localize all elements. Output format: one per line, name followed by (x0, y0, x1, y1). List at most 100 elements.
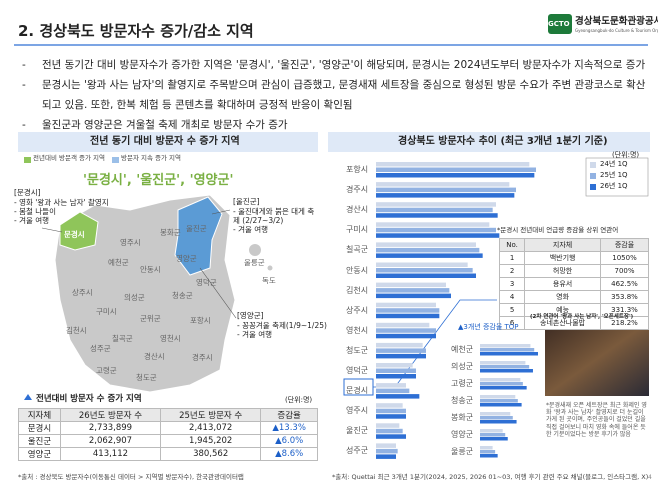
logo-icon (548, 14, 572, 34)
category-label: 울릉군 (451, 447, 474, 456)
table-row: 울진군 2,062,907 1,945,202 ▲6.0% (18, 434, 318, 448)
legend-label: 전년대비 방문객 증가 지역 (33, 154, 105, 162)
table-cell: 1,945,202 (160, 434, 262, 448)
table-row: 5 예능 331.3% (498, 303, 650, 317)
bar (376, 353, 426, 359)
bar (480, 454, 498, 458)
category-label: 경주시 (346, 185, 369, 195)
category-label: 안동시 (346, 265, 369, 275)
map-label: 군위군 (140, 314, 161, 323)
bar (376, 308, 440, 313)
legend-box (585, 157, 649, 197)
category-label: 청송군 (451, 396, 474, 405)
callout-item: - 겨울 여행 (233, 225, 269, 234)
map-label: 상주시 (72, 288, 93, 297)
bar (376, 247, 480, 253)
map-uljin-yeongyang (174, 196, 223, 276)
bar (480, 369, 533, 373)
table-header: 증감율 (260, 408, 318, 422)
map-label: 김천시 (66, 326, 87, 335)
bar (376, 443, 396, 448)
callout-title: [영양군] (237, 311, 264, 320)
table-icon (24, 394, 32, 400)
legend-label: 24년 1Q (600, 160, 628, 168)
map-ulleung (249, 244, 261, 256)
bar (480, 412, 511, 416)
category-label: 포항시 (346, 165, 369, 174)
category-label: 상주시 (346, 305, 369, 315)
right-header-bg (328, 132, 650, 152)
legend-label: 26년 1Q (600, 182, 628, 190)
bar (376, 233, 500, 238)
bar (376, 162, 530, 167)
bar (376, 374, 416, 379)
bar (376, 207, 493, 213)
bar (480, 348, 535, 352)
bar (480, 378, 521, 382)
bar (376, 328, 436, 333)
bar (376, 313, 440, 319)
bar (376, 333, 436, 339)
table-cell: 문경시 (18, 421, 61, 435)
bar (376, 293, 451, 299)
map-label: 구미시 (96, 307, 117, 316)
table-cell: 울진군 (18, 434, 61, 448)
bar (376, 253, 483, 258)
table-cell: 380,562 (160, 447, 262, 461)
table-row: 영양군 413,112 380,562 ▲8.6% (18, 447, 318, 461)
callout-line (199, 267, 237, 319)
table-cell: 영화 (524, 290, 601, 304)
table-cell: 700% (599, 264, 650, 278)
bullet-dash: - (22, 79, 26, 91)
table-cell: 2,733,899 (59, 421, 162, 435)
category-label: 영양군 (451, 430, 474, 439)
category-label: 청도군 (346, 345, 369, 355)
panel-title: 전년 동기 대비 방문자 수 증가 지역 (90, 136, 240, 147)
panel-title: 경상북도 방문자수 추이 (최근 3개년 1분기 기준) (398, 136, 608, 147)
callout-title: [문경시] (14, 188, 41, 197)
bar (376, 434, 406, 439)
callout-item: - 겨울 여행 (14, 216, 50, 225)
table-unit: (단위:명) (285, 396, 313, 404)
map-label: 영양군 (176, 254, 197, 263)
category-label: 의성군 (451, 362, 474, 371)
legend-swatch (590, 162, 596, 168)
category-label: 문경시 (346, 386, 369, 396)
bar (376, 408, 406, 414)
table-cell: 허망한 (524, 264, 601, 278)
bar (480, 403, 522, 407)
category-label: 울진군 (346, 426, 369, 436)
table-cell: 413,112 (59, 447, 162, 461)
table-cell: 353.8% (599, 290, 650, 304)
bar (376, 368, 416, 373)
table-row: 2 허망한 700% (498, 264, 650, 278)
table-cell: 2 (498, 264, 526, 278)
bar (480, 446, 493, 450)
callout-line (41, 227, 63, 233)
table-header: 증감율 (599, 238, 650, 252)
map-mungyeong (59, 211, 99, 251)
bar (376, 403, 403, 408)
legend-label: 방문자 지속 증가 지역 (121, 154, 182, 162)
bar (376, 282, 446, 288)
bar (376, 423, 400, 428)
bullet-text: 문경시는 '왕과 사는 남자'의 촬영지로 주목받으며 관심이 급증했고, 문경… (42, 79, 646, 111)
map-label: 의성군 (124, 293, 145, 302)
table-row: 지자체 26년도 방문자 수 25년도 방문자 수 증감율 (18, 408, 318, 422)
bullet-dash: - (22, 119, 26, 131)
table-header: 26년도 방문자 수 (59, 408, 162, 422)
bar (376, 302, 436, 308)
bar (376, 348, 426, 353)
map-label: 울진군 (186, 224, 207, 233)
top-chart-title: ▲3개년 증감율 TOP (458, 323, 519, 331)
table-cell: 218.2% (599, 316, 650, 330)
page-number: 4 (648, 474, 652, 481)
category-label: 구미시 (346, 225, 369, 235)
category-label: 김천시 (346, 285, 369, 295)
bar (480, 365, 530, 369)
callout-item: - 꽁꽁겨울 축제(1/9~1/25) (237, 321, 327, 330)
logo-mark: GCTO (548, 20, 570, 28)
bar (480, 437, 508, 441)
bar (376, 454, 396, 459)
